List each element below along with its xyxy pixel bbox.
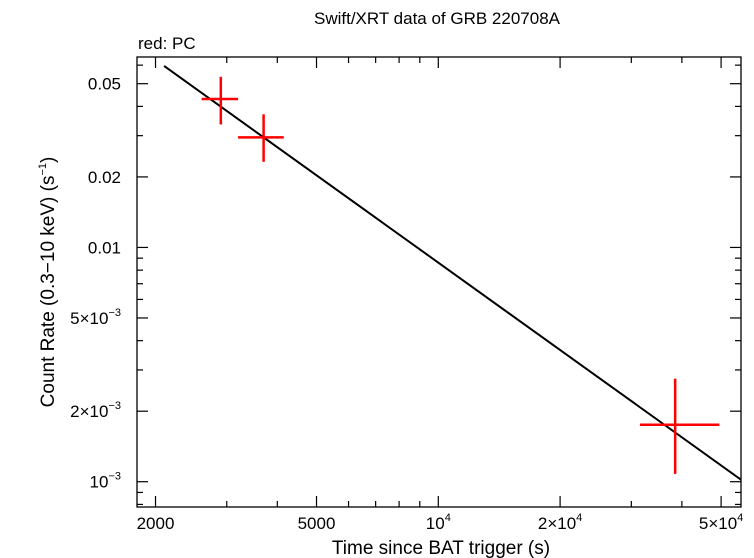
y-axis-title-close: ) — [38, 157, 59, 163]
y-axis-title-text: Count Rate (0.3−10 keV) (s — [38, 176, 59, 408]
axis-tick-labels: 2000 5000 104 2×104 5×1040.050.020.015×10−32… — [70, 75, 743, 533]
chart-subtitle: red: PC — [138, 34, 196, 53]
x-tick-label-base: 5000 — [298, 514, 336, 533]
y-axis-title: Count Rate (0.3−10 keV) (s−1) — [37, 157, 59, 408]
plot-frame — [136, 56, 742, 508]
model-fit-line — [163, 65, 741, 481]
x-tick-label-base: 10 — [426, 514, 445, 533]
y-tick-label-base: 2×10 — [70, 402, 108, 421]
x-tick-label: 2000 — [137, 514, 175, 533]
y-tick-label: 0.01 — [88, 238, 121, 257]
data-points-layer — [201, 76, 720, 474]
y-axis-title-exponent: −1 — [37, 163, 49, 176]
x-tick-label-exponent: 4 — [445, 512, 451, 524]
x-tick-label-base: 2×10 — [538, 514, 576, 533]
model-layer — [163, 65, 741, 481]
x-tick-label: 5000 — [298, 514, 336, 533]
data-point — [201, 76, 239, 125]
y-tick-label-base: 0.01 — [88, 238, 121, 257]
y-tick-label-base: 10 — [90, 473, 109, 492]
plot-area — [136, 56, 742, 508]
y-tick-label-exponent: −3 — [108, 307, 121, 319]
x-tick-label: 5×104 — [699, 512, 743, 533]
y-tick-label-base: 0.05 — [88, 75, 121, 94]
y-tick-label: 10−3 — [90, 471, 121, 492]
x-tick-label-base: 5×10 — [699, 514, 737, 533]
y-tick-label-exponent: −3 — [108, 400, 121, 412]
x-tick-label-base: 2000 — [137, 514, 175, 533]
chart-title: Swift/XRT data of GRB 220708A — [314, 9, 561, 28]
x-tick-label: 104 — [426, 512, 451, 533]
data-point — [238, 114, 284, 162]
x-axis-title: Time since BAT trigger (s) — [332, 538, 550, 558]
x-tick-label: 2×104 — [538, 512, 582, 533]
y-tick-label: 2×10−3 — [70, 400, 121, 421]
y-tick-label: 5×10−3 — [70, 307, 121, 328]
data-point — [639, 378, 720, 474]
y-tick-label: 0.05 — [88, 75, 121, 94]
y-tick-label-base: 5×10 — [70, 309, 108, 328]
y-tick-label-exponent: −3 — [108, 471, 121, 483]
y-tick-label-base: 0.02 — [88, 168, 121, 187]
axis-ticks — [137, 57, 741, 507]
x-tick-label-exponent: 4 — [576, 512, 582, 524]
x-tick-label-exponent: 4 — [737, 512, 743, 524]
y-tick-label: 0.02 — [88, 168, 121, 187]
